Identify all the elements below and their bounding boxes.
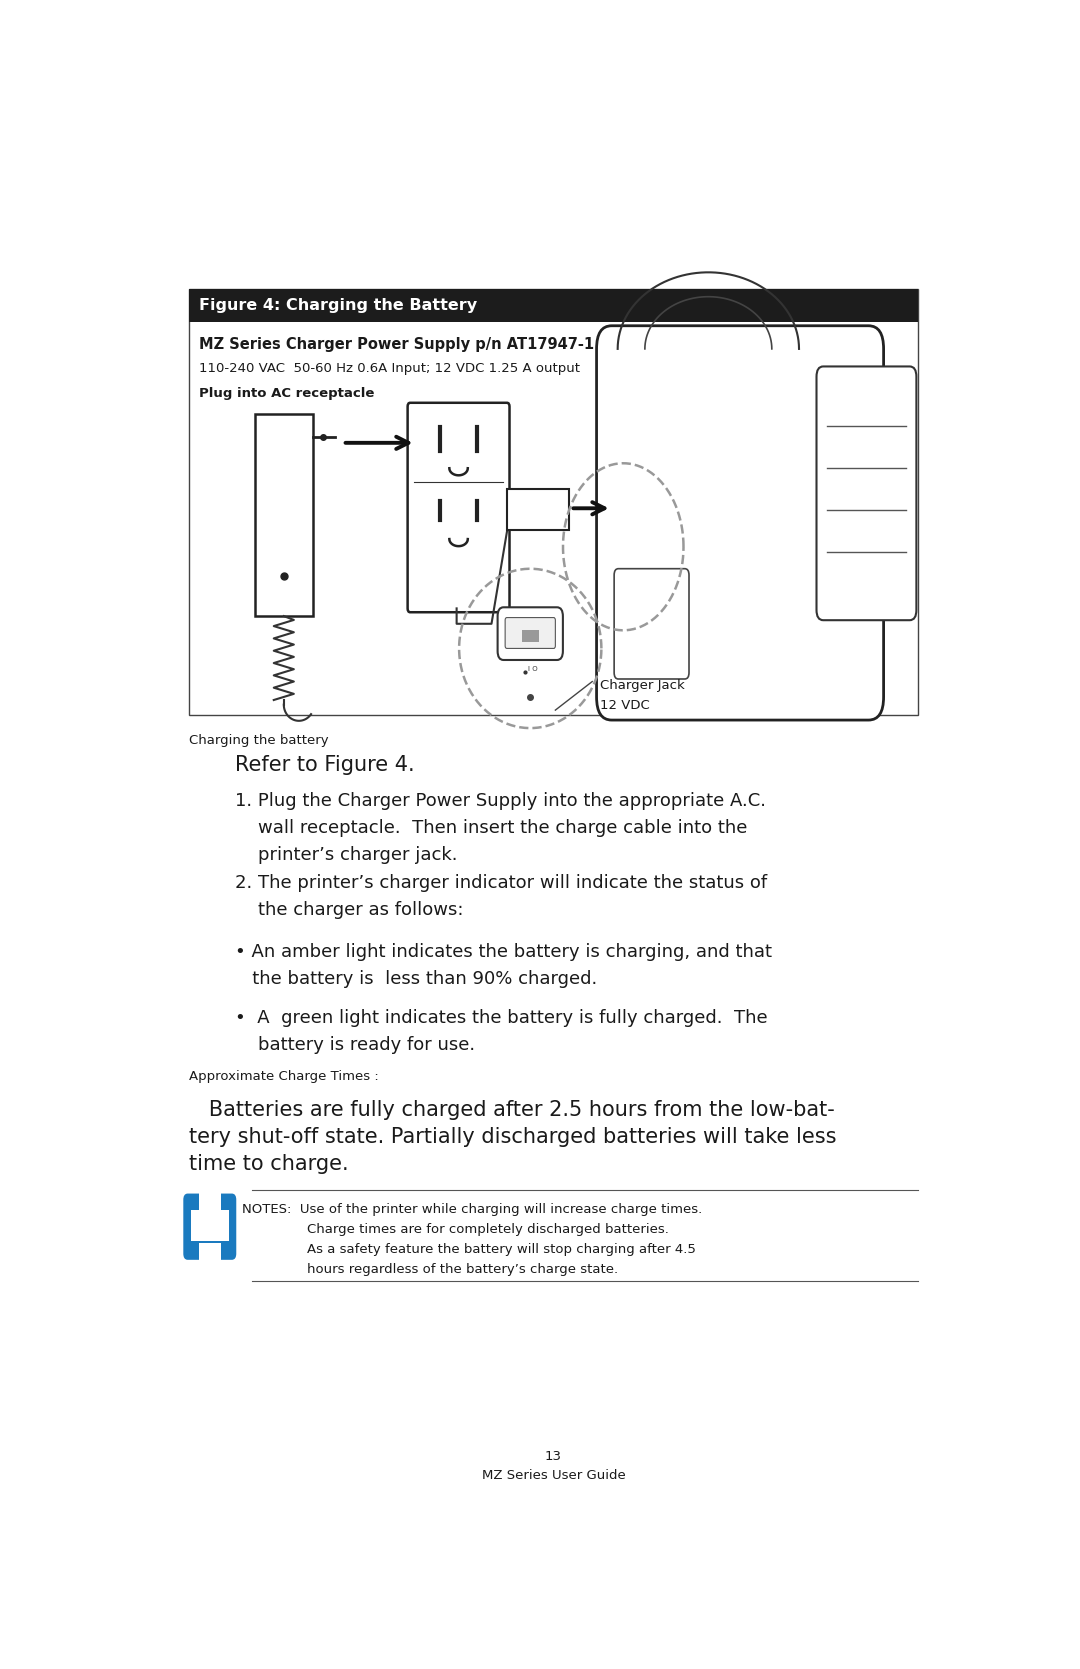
FancyBboxPatch shape (596, 325, 883, 719)
Text: MZ Series User Guide: MZ Series User Guide (482, 1469, 625, 1482)
FancyBboxPatch shape (407, 402, 510, 613)
Bar (199, 1193, 220, 1213)
Bar (522, 631, 539, 643)
FancyBboxPatch shape (505, 618, 555, 649)
Bar (255, 414, 313, 616)
Text: wall receptacle.  Then insert the charge cable into the: wall receptacle. Then insert the charge … (235, 818, 747, 836)
Text: Charger Jack: Charger Jack (600, 679, 685, 693)
Text: printer’s charger jack.: printer’s charger jack. (235, 846, 458, 863)
FancyBboxPatch shape (816, 367, 917, 621)
Text: •  A  green light indicates the battery is fully charged.  The: • A green light indicates the battery is… (235, 1008, 768, 1026)
Text: Refer to Figure 4.: Refer to Figure 4. (235, 754, 415, 774)
FancyBboxPatch shape (498, 608, 563, 659)
Text: NOTES:  Use of the printer while charging will increase charge times.: NOTES: Use of the printer while charging… (242, 1203, 702, 1215)
FancyBboxPatch shape (185, 1195, 235, 1258)
Text: the charger as follows:: the charger as follows: (235, 901, 464, 920)
Text: 12 VDC: 12 VDC (600, 699, 650, 713)
Text: tery shut-off state. Partially discharged batteries will take less: tery shut-off state. Partially discharge… (189, 1127, 837, 1147)
Text: As a safety feature the battery will stop charging after 4.5: As a safety feature the battery will sto… (307, 1243, 696, 1255)
Text: 1. Plug the Charger Power Supply into the appropriate A.C.: 1. Plug the Charger Power Supply into th… (235, 791, 767, 809)
FancyBboxPatch shape (190, 1210, 229, 1240)
Text: time to charge.: time to charge. (189, 1153, 349, 1173)
Text: 2. The printer’s charger indicator will indicate the status of: 2. The printer’s charger indicator will … (235, 875, 768, 891)
Text: Charge times are for completely discharged batteries.: Charge times are for completely discharg… (307, 1223, 669, 1235)
Text: 110-240 VAC  50-60 Hz 0.6A Input; 12 VDC 1.25 A output: 110-240 VAC 50-60 Hz 0.6A Input; 12 VDC … (200, 362, 580, 376)
Text: Figure 4: Charging the Battery: Figure 4: Charging the Battery (200, 297, 477, 312)
Text: battery is ready for use.: battery is ready for use. (235, 1036, 475, 1053)
Text: hours regardless of the battery’s charge state.: hours regardless of the battery’s charge… (307, 1263, 618, 1275)
Bar (199, 1243, 220, 1263)
Text: Approximate Charge Times :: Approximate Charge Times : (189, 1070, 379, 1083)
Text: Plug into AC receptacle: Plug into AC receptacle (200, 387, 375, 399)
Text: MZ Series Charger Power Supply p/n AT17947-1: MZ Series Charger Power Supply p/n AT179… (200, 337, 595, 352)
Text: 13: 13 (545, 1450, 562, 1464)
Text: Charging the battery: Charging the battery (189, 734, 329, 748)
FancyBboxPatch shape (615, 569, 689, 679)
Text: I O: I O (528, 666, 538, 673)
Text: the battery is  less than 90% charged.: the battery is less than 90% charged. (235, 970, 597, 988)
Bar (507, 489, 569, 529)
Text: Batteries are fully charged after 2.5 hours from the low-bat-: Batteries are fully charged after 2.5 ho… (189, 1100, 835, 1120)
Bar (189, 289, 918, 714)
Bar (189, 289, 918, 322)
Text: • An amber light indicates the battery is charging, and that: • An amber light indicates the battery i… (235, 943, 772, 961)
